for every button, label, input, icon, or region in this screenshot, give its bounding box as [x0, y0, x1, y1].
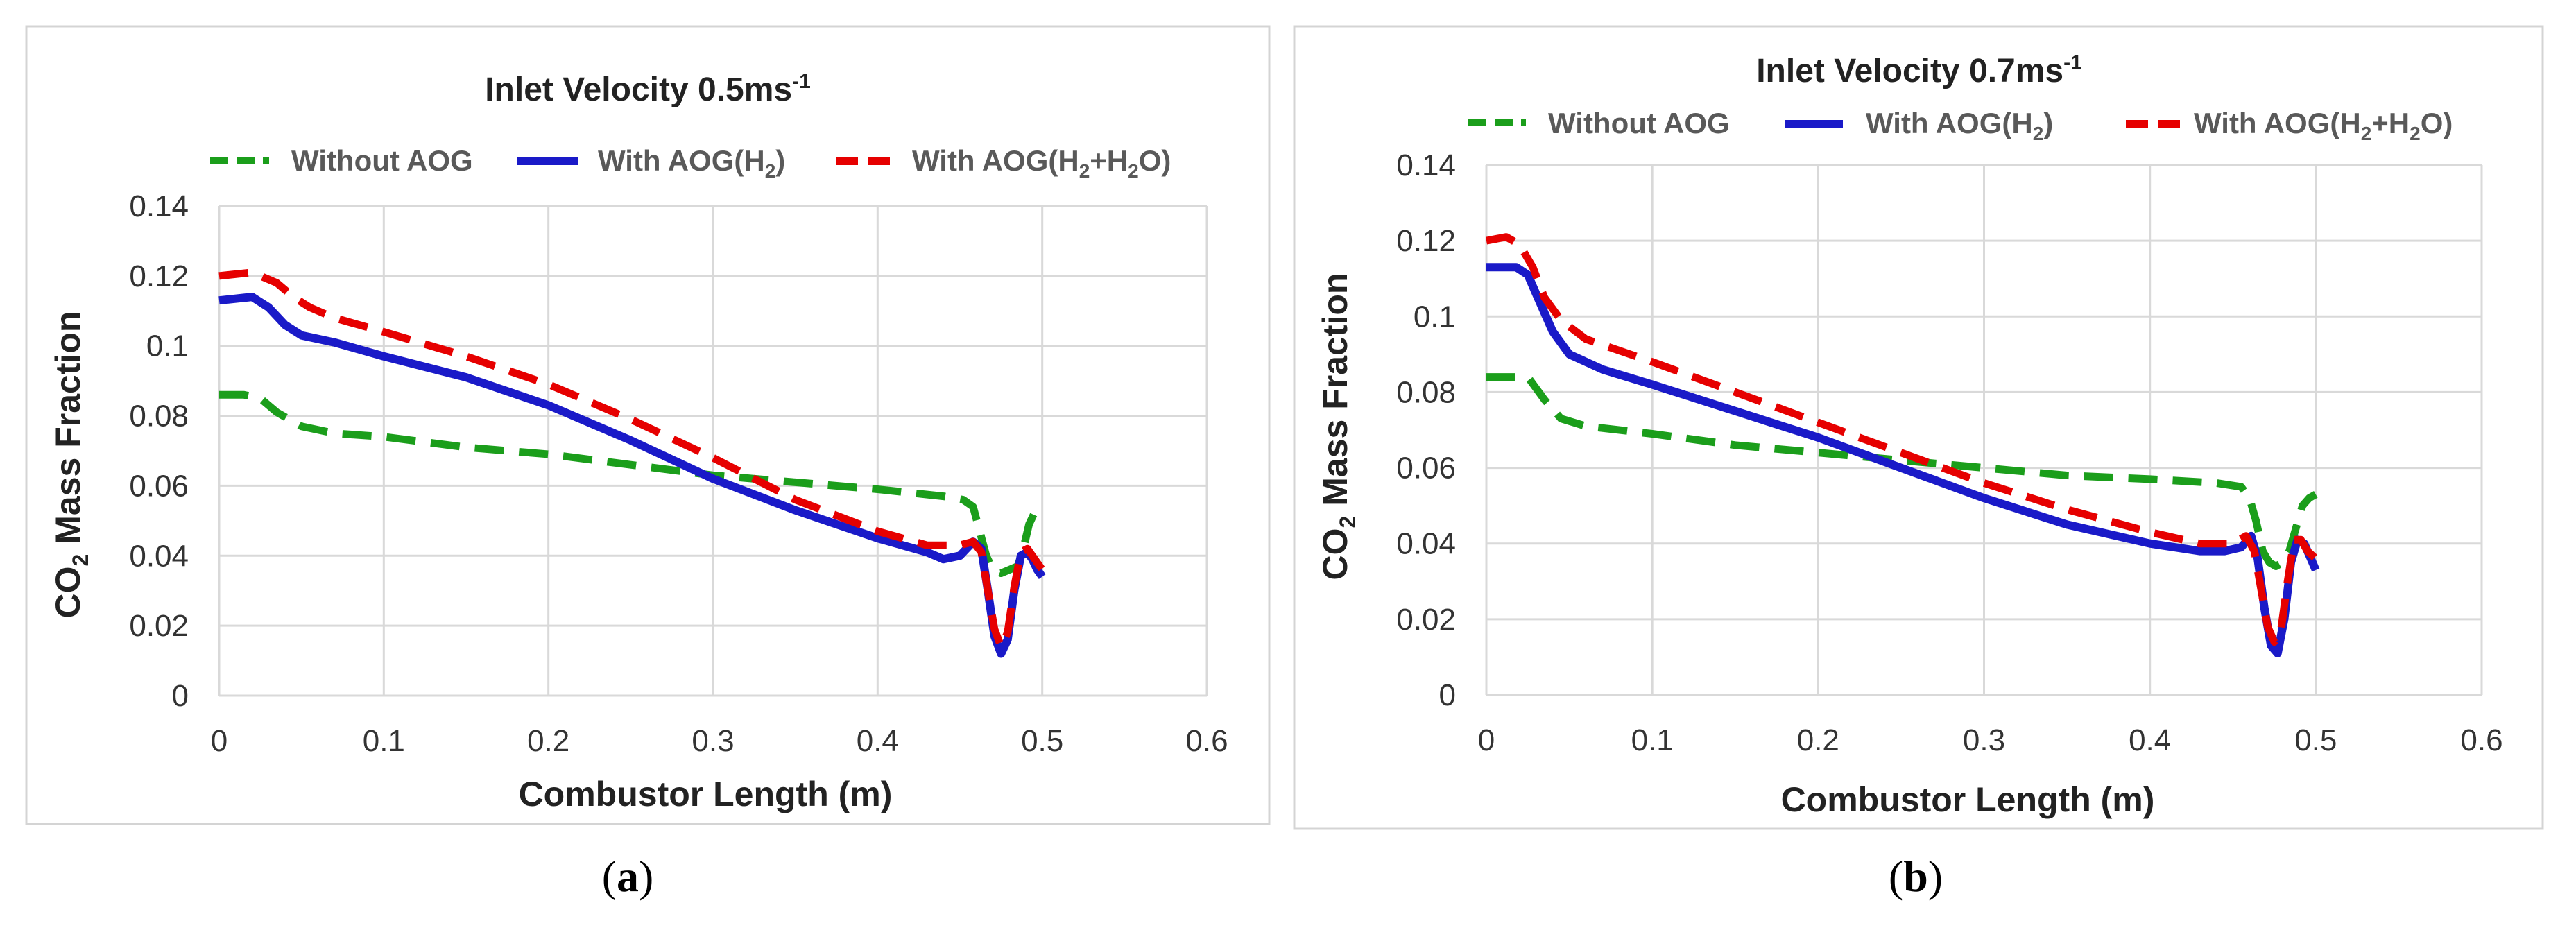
x-axis-title-b: Combustor Length (m): [1781, 780, 2155, 819]
legend-label-with-aog-h2: With AOG(H2): [1866, 107, 2053, 144]
legend-a: Without AOG With AOG(H2) With AOG(H2+H2O…: [210, 144, 1171, 182]
y-tick-labels-a: 0 0.02 0.04 0.06 0.08 0.1 0.12 0.14: [129, 189, 189, 713]
legend-subscript: 2: [1079, 160, 1090, 182]
x-tick-label: 0.6: [1185, 724, 1228, 758]
series-lines-b: [1485, 233, 2320, 657]
legend-label-without-aog: Without AOG: [291, 144, 473, 177]
legend-subscript: 2: [765, 160, 776, 182]
y-axis-title-b: CO2 Mass Fraction: [1316, 273, 1360, 580]
legend-text-part: ): [775, 144, 785, 177]
legend-text-part: +H: [2371, 107, 2410, 139]
series-line-without-aog: [1486, 373, 2318, 570]
y-tick-label: 0.06: [129, 469, 189, 503]
caption-paren: ): [639, 852, 653, 901]
x-tick-labels-a: 0 0.1 0.2 0.3 0.4 0.5 0.6: [211, 724, 1228, 758]
x-axis-title-a: Combustor Length (m): [519, 775, 893, 813]
chart-title-superscript: -1: [792, 70, 811, 93]
series-line-with-aog-h2: [1486, 263, 2320, 657]
legend-label-with-aog-h2: With AOG(H2): [598, 144, 785, 182]
legend-subscript: 2: [2410, 123, 2421, 144]
y-tick-label: 0.08: [129, 399, 189, 433]
x-tick-label: 0.6: [2460, 723, 2502, 757]
y-axis-title-part: Mass Fraction: [49, 311, 87, 554]
legend-label-with-aog-h2-h2o: With AOG(H2+H2O): [2194, 107, 2453, 144]
legend-label-without-aog: Without AOG: [1548, 107, 1730, 139]
y-tick-label: 0: [172, 679, 189, 713]
legend-text-part: With AOG(H: [1866, 107, 2033, 139]
y-tick-label: 0.04: [1396, 527, 1456, 561]
y-tick-label: 0.02: [129, 609, 189, 643]
x-tick-label: 0.5: [1021, 724, 1063, 758]
x-tick-label: 0.4: [2129, 723, 2171, 757]
x-tick-label: 0.3: [1963, 723, 2005, 757]
legend-subscript: 2: [1128, 160, 1139, 182]
y-tick-labels-b: 0 0.02 0.04 0.06 0.08 0.1 0.12 0.14: [1396, 148, 1456, 712]
chart-title-b: Inlet Velocity 0.7ms-1: [1756, 51, 2082, 89]
chart-title-text: Inlet Velocity 0.7ms: [1756, 53, 2063, 89]
x-tick-label: 0.5: [2294, 723, 2337, 757]
chart-panel-b: Inlet Velocity 0.7ms-1 Without AOG With …: [1293, 25, 2544, 901]
x-tick-label: 0.3: [692, 724, 734, 758]
x-tick-labels-b: 0 0.1 0.2 0.3 0.4 0.5 0.6: [1478, 723, 2503, 757]
y-axis-title-a: CO2 Mass Fraction: [49, 311, 93, 619]
y-tick-label: 0.06: [1396, 451, 1456, 485]
x-tick-label: 0.1: [1631, 723, 1674, 757]
chart-panel-a: Inlet Velocity 0.5ms-1 Without AOG With …: [25, 25, 1271, 901]
y-tick-label: 0: [1439, 678, 1456, 712]
caption-letter: b: [1903, 852, 1928, 901]
legend-text-part: O): [2421, 107, 2453, 139]
legend-text-part: ): [2043, 107, 2053, 139]
caption-paren: (: [1889, 852, 1903, 901]
caption-paren: ): [1928, 852, 1943, 901]
gridlines-b: [1485, 164, 2483, 696]
caption-paren: (: [602, 852, 617, 901]
legend-subscript: 2: [2033, 123, 2044, 144]
y-tick-label: 0.1: [1414, 300, 1456, 334]
chart-frame-b: [1293, 25, 2544, 830]
x-tick-label: 0.1: [363, 724, 405, 758]
panel-caption-b: (b): [1889, 852, 1943, 901]
y-axis-title-part: CO: [1316, 528, 1355, 580]
y-tick-label: 0.14: [129, 189, 189, 223]
legend-label-with-aog-h2-h2o: With AOG(H2+H2O): [912, 144, 1171, 182]
y-axis-title-part: CO: [49, 566, 87, 618]
caption-letter: a: [617, 852, 639, 901]
chart-title-text: Inlet Velocity 0.5ms: [485, 71, 792, 108]
y-tick-label: 0.08: [1396, 375, 1456, 409]
series-line-with-aog-h2-h2o: [1485, 233, 2319, 646]
y-tick-label: 0.14: [1396, 148, 1456, 182]
panel-caption-a: (a): [602, 852, 654, 901]
chart-title-superscript: -1: [2063, 51, 2082, 74]
x-tick-label: 0.2: [527, 724, 569, 758]
y-tick-label: 0.1: [146, 329, 189, 363]
legend-text-part: With AOG(H: [598, 144, 765, 177]
series-lines-a: [218, 268, 1046, 658]
legend-text-part: O): [1139, 144, 1171, 177]
legend-subscript: 2: [2361, 123, 2372, 144]
y-axis-title-subscript: 2: [68, 554, 93, 567]
x-tick-label: 0: [211, 724, 227, 758]
x-tick-label: 0.2: [1797, 723, 1839, 757]
y-tick-label: 0.04: [129, 539, 189, 573]
y-tick-label: 0.02: [1396, 603, 1456, 637]
chart-title-a: Inlet Velocity 0.5ms-1: [485, 70, 811, 108]
legend-text-part: With AOG(H: [912, 144, 1079, 177]
y-axis-title-part: Mass Fraction: [1316, 273, 1355, 516]
x-tick-label: 0.4: [857, 724, 899, 758]
y-tick-label: 0.12: [1396, 224, 1456, 258]
y-tick-label: 0.12: [129, 259, 189, 293]
legend-b: Without AOG With AOG(H2) With AOG(H2+H2O…: [1468, 107, 2453, 144]
y-axis-title-subscript: 2: [1335, 516, 1360, 528]
legend-text-part: +H: [1090, 144, 1128, 177]
legend-text-part: With AOG(H: [2194, 107, 2361, 139]
x-tick-label: 0: [1478, 723, 1495, 757]
series-line-with-aog-h2-h2o: [218, 268, 1046, 651]
gridlines-a: [218, 205, 1208, 697]
